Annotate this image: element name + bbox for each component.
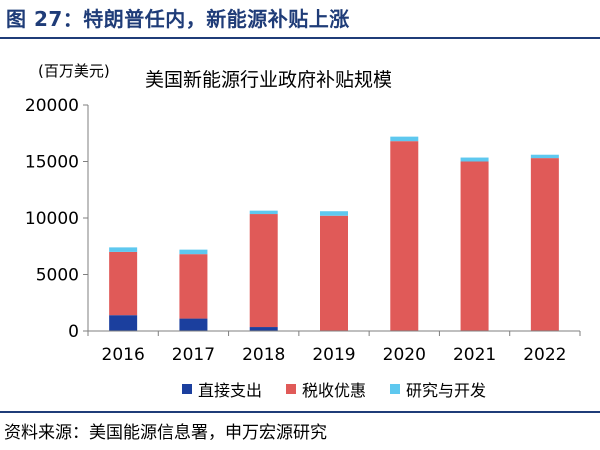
legend-label-2: 研究与开发 [406, 381, 486, 400]
x-tick-label-2016: 2016 [102, 345, 145, 365]
legend-label-1: 税收优惠 [302, 381, 366, 400]
x-tick-label-2021: 2021 [453, 345, 496, 365]
bar-2017-series-1 [179, 254, 208, 319]
x-tick-label-2022: 2022 [523, 345, 566, 365]
legend-label-0: 直接支出 [198, 381, 262, 400]
figure-title: 图 27：特朗普任内，新能源补贴上涨 [6, 7, 350, 31]
bar-2021-series-2 [460, 157, 489, 162]
bar-2020-series-2 [390, 136, 419, 142]
bar-2016-series-0 [109, 315, 138, 331]
source-rule [0, 411, 600, 413]
stacked-bar-chart: (百万美元) 美国新能源行业政府补贴规模 0 5000 10000 15000 2000… [25, 62, 581, 400]
y-tick-label: 5000 [36, 266, 79, 286]
bar-2017-series-0 [179, 318, 208, 331]
axes-group: 0 5000 10000 15000 20000 2016 2017 2018 2019 2020… [25, 96, 581, 365]
bars-group [109, 136, 559, 331]
bar-2016-series-2 [109, 247, 138, 252]
bar-2021-series-1 [460, 161, 489, 331]
x-tick-label-2017: 2017 [172, 345, 215, 365]
bar-2018-series-1 [249, 214, 278, 328]
y-axis-unit-label: (百万美元) [38, 62, 110, 80]
y-tick-label: 0 [68, 322, 79, 342]
y-tick-label: 15000 [25, 153, 79, 173]
bar-2018-series-2 [249, 210, 278, 215]
legend: 直接支出 税收优惠 研究与开发 [182, 381, 486, 400]
legend-swatch-1 [286, 384, 296, 394]
bar-2022-series-1 [530, 158, 559, 331]
title-rule [0, 37, 600, 39]
chart-title: 美国新能源行业政府补贴规模 [145, 69, 392, 91]
bar-2018-series-0 [249, 327, 278, 331]
bar-2020-series-1 [390, 141, 419, 331]
bar-2019-series-1 [320, 215, 348, 331]
legend-swatch-2 [390, 384, 400, 394]
bar-2017-series-2 [179, 249, 208, 255]
y-tick-label: 20000 [25, 96, 79, 116]
bar-2016-series-1 [109, 251, 138, 316]
x-tick-label-2018: 2018 [242, 345, 285, 365]
legend-swatch-0 [182, 384, 192, 394]
source-note: 资料来源：美国能源信息署，申万宏源研究 [4, 423, 327, 443]
x-tick-label-2020: 2020 [383, 345, 426, 365]
y-tick-label: 10000 [25, 209, 79, 229]
bar-2019-series-2 [320, 211, 348, 216]
bar-2022-series-2 [530, 154, 559, 159]
x-tick-label-2019: 2019 [312, 345, 355, 365]
